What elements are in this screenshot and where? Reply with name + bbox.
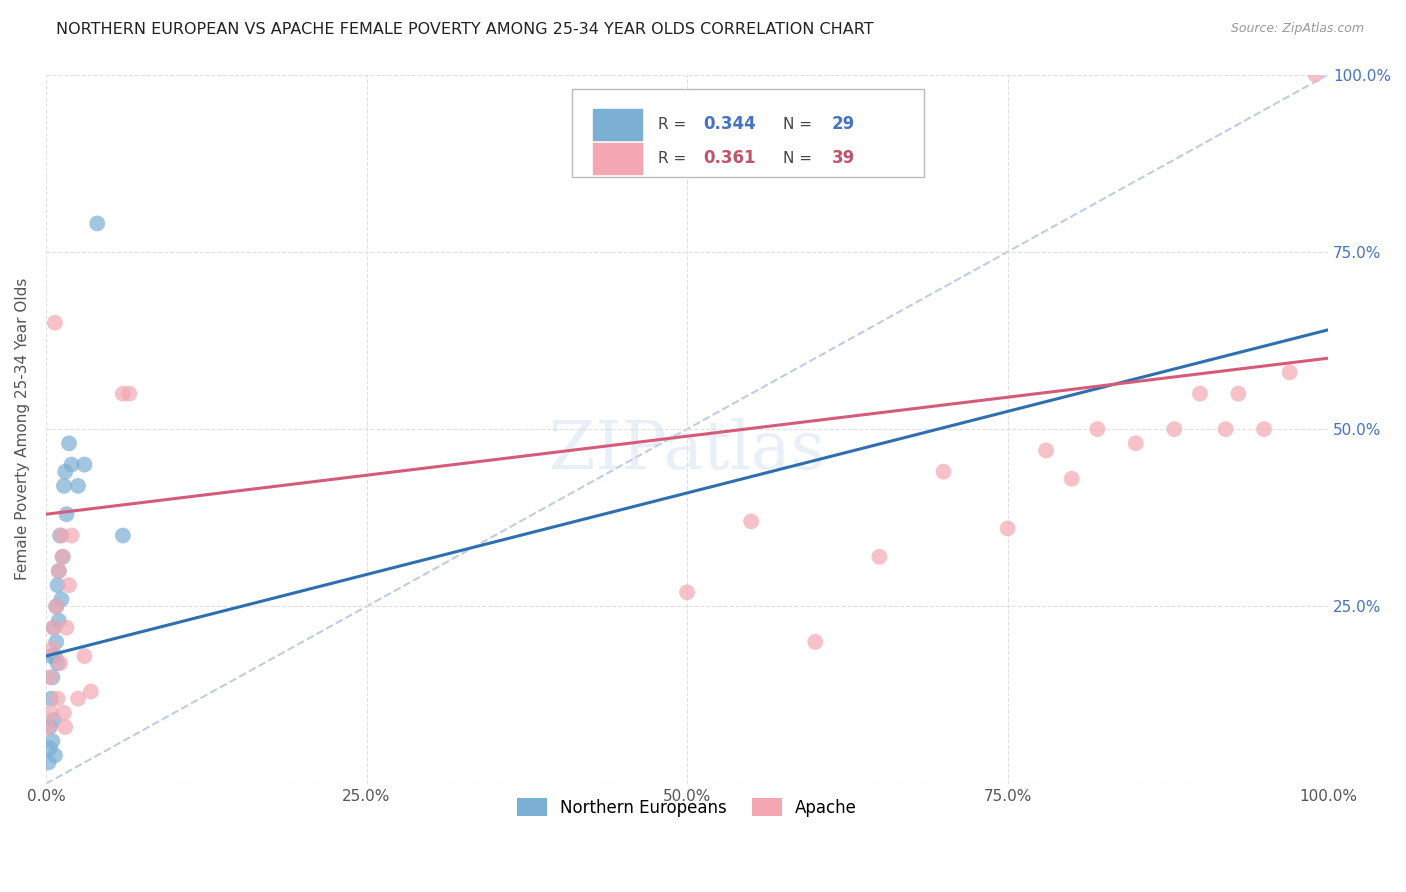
Text: 0.344: 0.344 xyxy=(704,115,756,133)
Point xyxy=(41,734,63,748)
Point xyxy=(46,656,69,670)
Point xyxy=(52,549,75,564)
Point xyxy=(1253,422,1275,436)
Text: N =: N = xyxy=(783,117,813,132)
Point xyxy=(39,691,62,706)
FancyBboxPatch shape xyxy=(572,88,924,178)
Point xyxy=(86,217,108,231)
Point xyxy=(932,465,955,479)
Point xyxy=(1188,386,1211,401)
Point xyxy=(38,756,60,770)
Point xyxy=(53,465,76,479)
Point xyxy=(60,528,83,542)
Text: 0.361: 0.361 xyxy=(704,149,756,167)
Point xyxy=(58,436,80,450)
Point xyxy=(53,720,76,734)
Point xyxy=(1035,443,1057,458)
Point xyxy=(42,621,65,635)
Point xyxy=(868,549,890,564)
Point xyxy=(1163,422,1185,436)
Point xyxy=(44,316,66,330)
Legend: Northern Europeans, Apache: Northern Europeans, Apache xyxy=(509,789,866,825)
Point xyxy=(48,614,70,628)
Bar xyxy=(593,109,643,140)
Text: N =: N = xyxy=(783,151,813,166)
Point xyxy=(740,514,762,528)
Text: 39: 39 xyxy=(832,149,855,167)
Text: 29: 29 xyxy=(832,115,855,133)
Point xyxy=(66,479,89,493)
Text: R =: R = xyxy=(658,151,686,166)
Point xyxy=(111,528,134,542)
Point xyxy=(52,479,75,493)
Point xyxy=(41,642,63,657)
Point xyxy=(58,578,80,592)
Point xyxy=(111,386,134,401)
Point xyxy=(38,741,60,756)
Point xyxy=(1060,472,1083,486)
Point xyxy=(44,649,66,664)
Point xyxy=(49,656,72,670)
Point xyxy=(55,621,77,635)
Point xyxy=(51,528,73,542)
Point xyxy=(42,713,65,727)
Point xyxy=(39,649,62,664)
Point xyxy=(38,670,60,684)
Point xyxy=(52,706,75,720)
Point xyxy=(1227,386,1250,401)
Point xyxy=(48,564,70,578)
Point xyxy=(118,386,141,401)
Point xyxy=(1278,365,1301,379)
Text: NORTHERN EUROPEAN VS APACHE FEMALE POVERTY AMONG 25-34 YEAR OLDS CORRELATION CHA: NORTHERN EUROPEAN VS APACHE FEMALE POVER… xyxy=(56,22,875,37)
Point xyxy=(66,691,89,706)
Point xyxy=(997,521,1019,535)
Point xyxy=(804,635,827,649)
Point xyxy=(55,507,77,521)
Point xyxy=(1215,422,1237,436)
Point xyxy=(38,720,60,734)
Point xyxy=(46,578,69,592)
Text: R =: R = xyxy=(658,117,686,132)
Point xyxy=(48,564,70,578)
Point xyxy=(38,720,60,734)
Point xyxy=(51,592,73,607)
Point xyxy=(1305,68,1327,82)
Point xyxy=(60,458,83,472)
Point xyxy=(80,684,103,698)
Point xyxy=(52,549,75,564)
Point xyxy=(39,706,62,720)
Text: ZIPatlas: ZIPatlas xyxy=(550,417,825,483)
Point xyxy=(1125,436,1147,450)
Point xyxy=(73,458,96,472)
Point xyxy=(45,635,67,649)
Text: Source: ZipAtlas.com: Source: ZipAtlas.com xyxy=(1230,22,1364,36)
Point xyxy=(73,649,96,664)
Point xyxy=(45,599,67,614)
Point xyxy=(45,599,67,614)
Point xyxy=(676,585,699,599)
Point xyxy=(46,691,69,706)
Point xyxy=(44,748,66,763)
Point xyxy=(1085,422,1108,436)
Y-axis label: Female Poverty Among 25-34 Year Olds: Female Poverty Among 25-34 Year Olds xyxy=(15,278,30,581)
Point xyxy=(41,670,63,684)
Bar xyxy=(593,143,643,174)
Point xyxy=(49,528,72,542)
Point xyxy=(42,621,65,635)
